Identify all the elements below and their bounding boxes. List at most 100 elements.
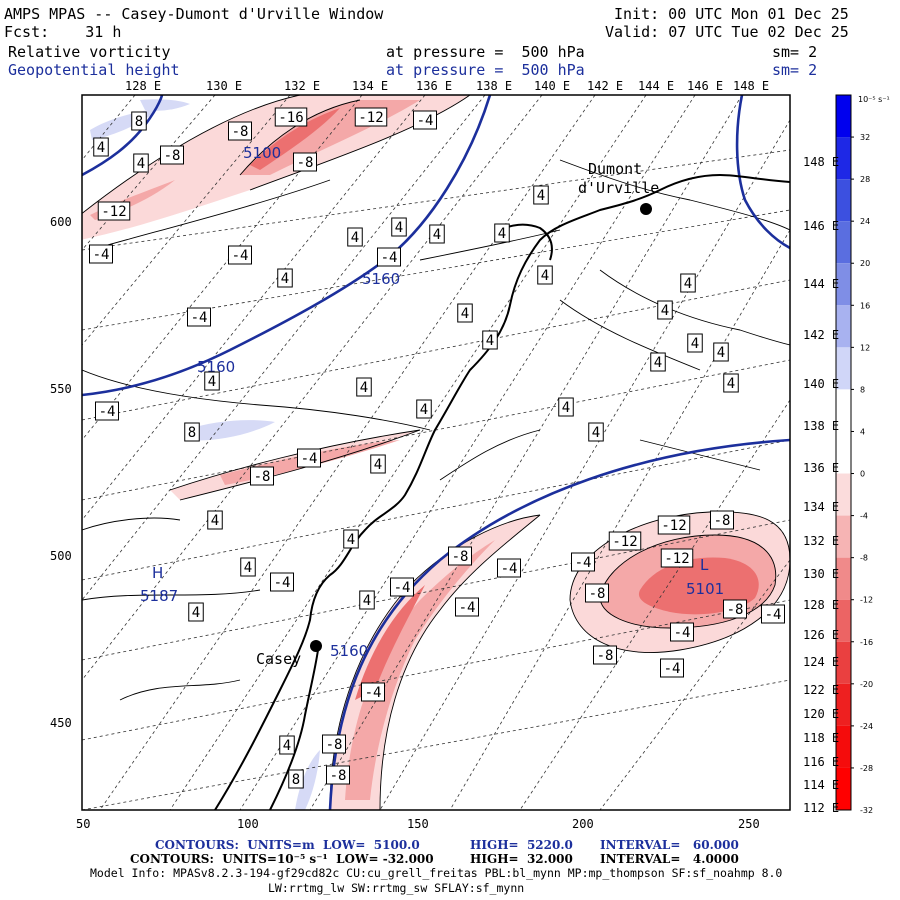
vorticity-contour-label: -8 xyxy=(710,510,734,530)
high-center-letter: H xyxy=(152,564,163,582)
dumont-durville-label-line2: d'Urville xyxy=(578,179,659,197)
vorticity-contour-label: -8 xyxy=(160,145,184,165)
svg-text:8: 8 xyxy=(135,114,143,130)
vorticity-contour-label: 4 xyxy=(359,590,375,610)
vorticity-contour-label: -4 xyxy=(670,622,694,642)
right-lon-label: 140 E xyxy=(803,377,839,391)
vorticity-contour-label: 4 xyxy=(370,454,386,474)
field2-name: Geopotential height xyxy=(8,61,180,79)
vorticity-contour-label: -8 xyxy=(723,599,747,619)
vorticity-contour-label: -4 xyxy=(390,577,414,597)
vorticity-contour-label: -4 xyxy=(497,558,521,578)
vorticity-contour-label: 4 xyxy=(537,265,553,285)
svg-text:4: 4 xyxy=(498,226,506,242)
casey-station-marker xyxy=(310,640,322,652)
svg-text:4: 4 xyxy=(360,380,368,396)
colorbar-segment xyxy=(836,389,851,432)
footer-vort-high: HIGH= 32.000 xyxy=(470,852,573,866)
svg-text:-16: -16 xyxy=(278,110,303,126)
svg-text:4: 4 xyxy=(486,333,494,349)
field1-name: Relative vorticity xyxy=(8,43,171,61)
y-tick-label: 500 xyxy=(50,549,72,563)
svg-text:-12: -12 xyxy=(664,551,689,567)
colorbar-frame xyxy=(835,94,852,811)
right-lon-label: 130 E xyxy=(803,567,839,581)
colorbar-tick-label: -4 xyxy=(860,512,868,521)
vorticity-contour-label: 4 xyxy=(457,303,473,323)
svg-text:4: 4 xyxy=(592,425,600,441)
field1-smoothing: sm= 2 xyxy=(772,43,818,61)
top-lon-label: 142 E xyxy=(587,79,623,93)
vorticity-contour-label: -4 xyxy=(413,110,437,130)
vorticity-contour-label: 4 xyxy=(687,333,703,353)
colorbar-tick-label: -24 xyxy=(860,722,873,731)
right-lon-label: 118 E xyxy=(803,731,839,745)
y-tick-label: 550 xyxy=(50,382,72,396)
x-tick-label: 250 xyxy=(738,817,760,831)
colorbar-unit: 10⁻⁵ s⁻¹ xyxy=(858,95,890,104)
right-lon-label: 112 E xyxy=(803,801,839,815)
svg-text:4: 4 xyxy=(211,513,219,529)
coastline xyxy=(214,173,790,810)
vorticity-contour-label: 4 xyxy=(558,397,574,417)
vorticity-contour-label: 4 xyxy=(204,371,220,391)
map-title: AMPS MPAS -- Casey-Dumont d'Urville Wind… xyxy=(4,5,384,23)
svg-text:-4: -4 xyxy=(274,575,291,591)
high-center-value: 5187 xyxy=(140,587,178,605)
svg-text:-4: -4 xyxy=(575,555,592,571)
footer-height-interval: INTERVAL= 60.000 xyxy=(600,838,739,852)
right-lon-label: 148 E xyxy=(803,155,839,169)
right-lon-label: 146 E xyxy=(803,219,839,233)
svg-text:-8: -8 xyxy=(727,602,744,618)
vorticity-contour-label: -4 xyxy=(228,245,252,265)
vorticity-contour-label: -8 xyxy=(448,546,472,566)
vorticity-contour-label: 4 xyxy=(713,342,729,362)
vorticity-contour-label: 4 xyxy=(133,153,149,173)
valid-time: Valid: 07 UTC Tue 02 Dec 25 xyxy=(605,23,849,41)
svg-text:4: 4 xyxy=(374,457,382,473)
svg-text:4: 4 xyxy=(244,560,252,576)
vorticity-contour-label: -4 xyxy=(361,682,385,702)
svg-text:4: 4 xyxy=(192,605,200,621)
svg-text:4: 4 xyxy=(537,188,545,204)
right-lon-label: 122 E xyxy=(803,683,839,697)
colorbar-tick-label: 28 xyxy=(860,175,870,184)
vorticity-contour-label: -4 xyxy=(455,597,479,617)
svg-text:-4: -4 xyxy=(417,113,434,129)
top-lon-label: 134 E xyxy=(352,79,388,93)
svg-text:4: 4 xyxy=(97,140,105,156)
svg-text:-4: -4 xyxy=(674,625,691,641)
svg-text:-4: -4 xyxy=(664,661,681,677)
svg-text:-4: -4 xyxy=(501,561,518,577)
vorticity-contour-label: -12 xyxy=(660,548,694,568)
vorticity-contour-label: 4 xyxy=(93,137,109,157)
footer-model-info: Model Info: MPASv8.2.3-194-gf29cd82c CU:… xyxy=(90,866,783,880)
vorticity-contour-label: -8 xyxy=(293,152,317,172)
colorbar-tick-label: -16 xyxy=(860,638,873,647)
vorticity-contour-label: -4 xyxy=(377,247,401,267)
height-contour-label: 5160 xyxy=(362,270,400,288)
colorbar-tick-label: 0 xyxy=(860,470,865,479)
vorticity-contour-label: 4 xyxy=(356,377,372,397)
svg-text:-8: -8 xyxy=(254,469,271,485)
x-tick-label: 50 xyxy=(76,817,90,831)
vorticity-contour-label: -4 xyxy=(187,307,211,327)
x-tick-label: 200 xyxy=(572,817,594,831)
vorticity-contour-label: 8 xyxy=(131,111,147,131)
svg-text:-8: -8 xyxy=(597,648,614,664)
svg-text:-12: -12 xyxy=(358,110,383,126)
svg-text:-4: -4 xyxy=(365,685,382,701)
colorbar-segment xyxy=(836,263,851,306)
svg-text:4: 4 xyxy=(281,271,289,287)
right-lon-label: 138 E xyxy=(803,419,839,433)
right-lon-label: 128 E xyxy=(803,598,839,612)
svg-text:4: 4 xyxy=(661,303,669,319)
forecast-hour: Fcst: 31 h xyxy=(4,23,122,41)
footer-model-info-2: LW:rrtmg_lw SW:rrtmg_sw SFLAY:sf_mynn xyxy=(268,881,525,895)
vorticity-contour-label: -16 xyxy=(274,107,308,127)
colorbar-segment xyxy=(836,305,851,348)
svg-text:-4: -4 xyxy=(232,248,249,264)
vorticity-contour-label: -4 xyxy=(297,448,321,468)
x-axis-ticks: 50 100 150 200 250 xyxy=(76,817,760,831)
